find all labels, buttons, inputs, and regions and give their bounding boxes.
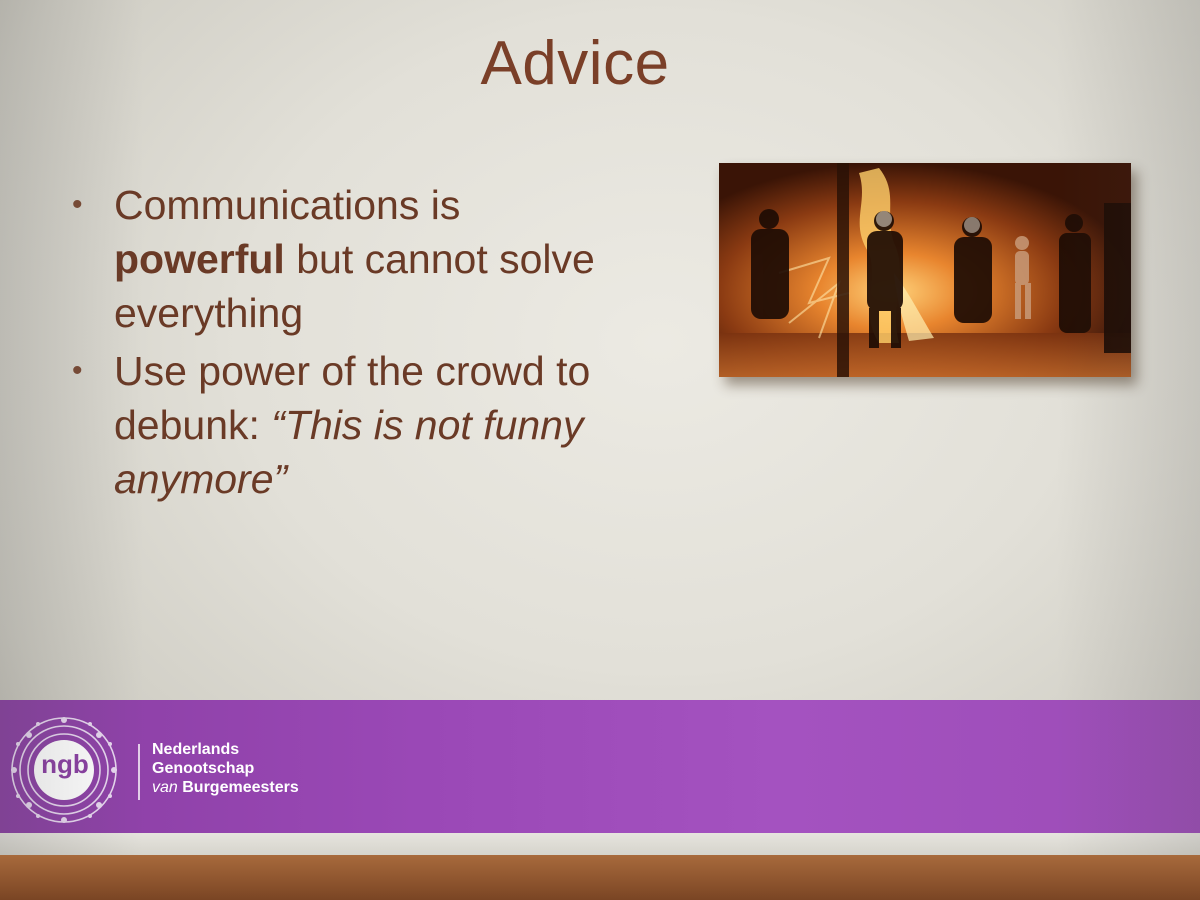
logo-text: ngb (41, 749, 89, 779)
footer-divider (138, 744, 140, 800)
bullet-dot-icon: • (72, 188, 83, 221)
room-floor (0, 855, 1200, 900)
footer-strip (0, 833, 1200, 855)
bullet-bold-text: powerful (114, 236, 285, 282)
riot-photo (719, 163, 1131, 377)
bullet-text: but cannot solve everything (114, 236, 595, 336)
bullet-text: Communications is (114, 182, 461, 228)
projection-screen: Advice • Communications is powerful but … (0, 0, 1200, 855)
bullet-text: Use power of the crowd to debunk: (114, 348, 591, 448)
bullet-list: • Communications is powerful but cannot … (70, 178, 670, 510)
organization-name: Nederlands Genootschap van Burgemeesters (152, 740, 299, 797)
org-line-3: van Burgemeesters (152, 778, 299, 797)
riot-photo-illustration (719, 163, 1131, 377)
slide-title: Advice (480, 29, 670, 98)
bullet-italic-quote: “This is not funny anymore” (114, 402, 584, 502)
org-line-3-italic: van (152, 779, 178, 796)
footer-band: ngb Nederlands Genootschap van Burgemees… (0, 700, 1200, 833)
bullet-item: • Communications is powerful but cannot … (70, 178, 670, 340)
ngb-logo-emblem-icon (11, 717, 117, 823)
bullet-dot-icon: • (72, 354, 83, 387)
org-line-1: Nederlands (152, 741, 240, 758)
org-line-2: Genootschap (152, 760, 255, 777)
org-line-3-rest: Burgemeesters (177, 779, 299, 796)
bullet-item: • Use power of the crowd to debunk: “Thi… (70, 344, 670, 506)
